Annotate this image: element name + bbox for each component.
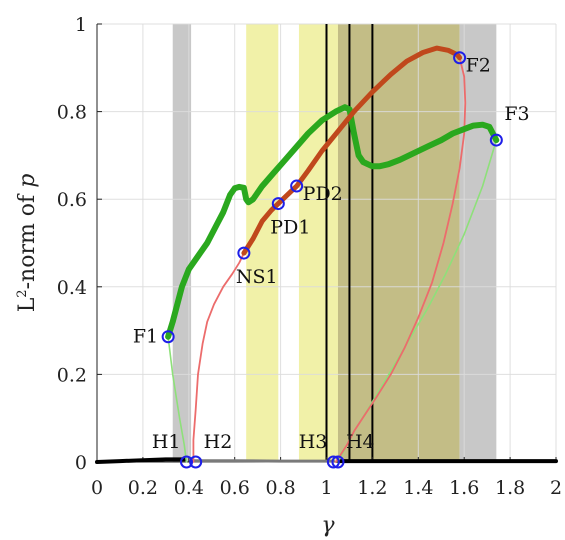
point-label-h4: H4 [346, 431, 375, 453]
x-tick-label: 1 [320, 477, 332, 499]
point-label-f2: F2 [466, 55, 491, 77]
point-marker-pd2 [290, 179, 304, 193]
series-green-stable-dip [346, 106, 500, 170]
y-axis-label-var: p [15, 174, 40, 188]
point-label-h2: H2 [204, 431, 233, 453]
point-label-pd1: PD1 [270, 217, 310, 239]
series-red-H2-to-NS1 [192, 252, 245, 463]
x-tick-label: 0 [91, 477, 103, 499]
point-label-h3: H3 [299, 431, 328, 453]
y-tick-label: 0.8 [57, 102, 87, 124]
series-curves [95, 45, 558, 464]
x-tick-label: 1.4 [403, 477, 433, 499]
y-tick-label: 0.6 [57, 189, 87, 211]
x-axis-label: γ [321, 513, 335, 538]
shaded-regions [172, 24, 497, 462]
shaded-region-olive [337, 24, 460, 462]
series-brown-NS1-to-F2 [241, 45, 463, 256]
x-tick-label: 0.8 [265, 477, 295, 499]
point-marker-f2 [453, 51, 467, 65]
point-marker-h4 [331, 455, 345, 469]
x-tick-label: 1.8 [495, 477, 525, 499]
point-label-f1: F1 [133, 326, 158, 348]
series-black-flat-left [95, 457, 187, 464]
shaded-region-gray [172, 24, 192, 462]
point-marker-pd1 [271, 197, 285, 211]
y-tick-label: 0.2 [57, 364, 87, 386]
point-marker-h1 [180, 455, 194, 469]
point-label-h1: H1 [152, 431, 181, 453]
y-tick-label: 0 [75, 452, 87, 474]
point-marker-f3 [489, 133, 503, 147]
y-tick-label: 0.4 [57, 277, 87, 299]
x-tick-label: 1.6 [449, 477, 479, 499]
series-green-stable-F1-to-peak [165, 104, 353, 340]
x-tick-label: 0.6 [220, 477, 250, 499]
x-tick-label: 0.2 [128, 477, 158, 499]
point-label-f3: F3 [504, 103, 529, 125]
point-marker-h2 [189, 455, 203, 469]
x-tick-label: 1.2 [357, 477, 387, 499]
x-tick-label: 2 [550, 477, 562, 499]
x-tick-labels: 0 0.2 0.4 0.6 0.8 1 1.2 1.4 1.6 1.8 2 [91, 477, 562, 499]
point-label-ns1: NS1 [236, 266, 278, 288]
bifurcation-points: F1 F2 F3 NS1 PD1 PD2 H1 H2 H3 H4 [133, 51, 530, 469]
y-axis-label-sup: 2 [15, 289, 30, 297]
shaded-region-yellow [298, 24, 338, 462]
point-marker-h3 [326, 455, 340, 469]
point-label-pd2: PD2 [303, 183, 343, 205]
series-green-unstable-F1 [167, 335, 188, 463]
vertical-lines [325, 24, 374, 462]
y-tick-label: 1 [75, 14, 87, 36]
y-tick-labels: 0 0.2 0.4 0.6 0.8 1 [57, 14, 87, 474]
y-axis-label-rest: -norm of [15, 188, 40, 290]
y-axis-label-main: L [15, 297, 40, 312]
point-marker-f1 [161, 330, 175, 344]
x-tick-label: 0.4 [174, 477, 204, 499]
y-axis-label: L2-norm of p [15, 174, 40, 313]
point-marker-ns1 [237, 246, 251, 260]
